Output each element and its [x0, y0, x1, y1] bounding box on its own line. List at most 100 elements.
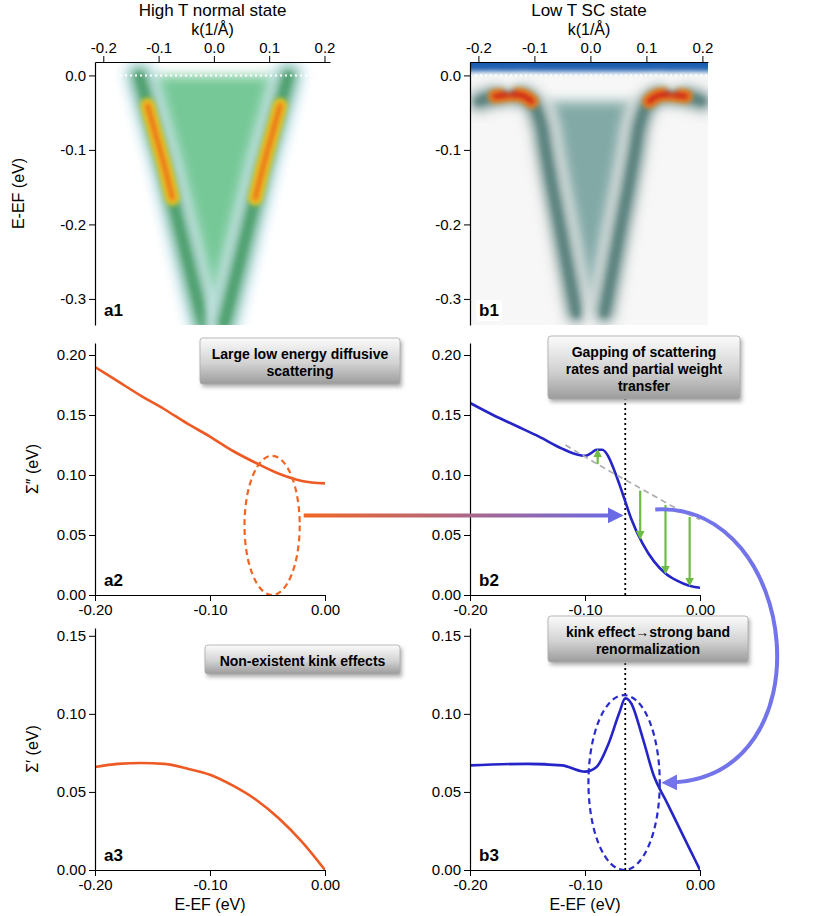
- tick: 0.0: [580, 39, 601, 62]
- panel-letter-group: b2: [476, 570, 502, 591]
- x-axis: -0.2-0.10.00.10.2: [91, 39, 336, 63]
- tick-label: 0.05: [57, 526, 86, 543]
- tick-label: 0.0: [65, 67, 86, 84]
- tick: 0.00: [686, 870, 715, 893]
- tick-label: 0.05: [57, 783, 86, 800]
- tick: 0.1: [259, 39, 280, 62]
- band-core: [604, 94, 702, 314]
- annotation: kink effect→strong bandrenormalization: [548, 616, 750, 665]
- panel-letter: a2: [104, 571, 123, 590]
- tick: 0.15: [57, 406, 95, 423]
- tick-mark: [89, 792, 95, 793]
- tick: 0.00: [432, 586, 470, 603]
- x-axis-title: E-EF (eV): [174, 896, 245, 913]
- tick: -0.10: [568, 870, 602, 893]
- x-axis: -0.20-0.100.00: [78, 870, 340, 893]
- y-axis: 0.000.050.100.15: [432, 627, 471, 878]
- axis-line: [95, 344, 96, 596]
- tick: -0.2: [91, 39, 117, 62]
- axis-line: [470, 629, 471, 871]
- band-hot-core: [495, 94, 531, 101]
- annotation: Large low energy diffusivescattering: [200, 338, 402, 387]
- x-axis: -0.2-0.10.00.10.2: [466, 39, 713, 63]
- tick: -0.10: [193, 870, 227, 893]
- tick-mark: [478, 56, 479, 62]
- panel-letter-group: b1: [476, 300, 502, 321]
- figure-container: -0.2 -0.1 0.0 0.1 0.2 0.0-0.1-0.2-0.3 k(1/Å) E-…: [0, 0, 823, 916]
- tick-label: 0.05: [432, 783, 461, 800]
- tick-label: 0.0: [440, 67, 461, 84]
- annotation-box: [548, 336, 740, 399]
- panel-letter: b1: [479, 301, 499, 320]
- tick-label: 0.00: [311, 876, 340, 893]
- tick-mark: [464, 475, 470, 476]
- tick: 0.20: [57, 346, 95, 363]
- shift-arrow: [664, 505, 666, 571]
- band-hot-core: [255, 105, 280, 198]
- tick-mark: [324, 56, 325, 62]
- column-title: Low T SC state: [531, 1, 647, 20]
- tick-mark: [89, 535, 95, 536]
- shift-arrow: [639, 491, 641, 537]
- band-hot-glow: [255, 105, 280, 198]
- tick: 0.05: [432, 526, 470, 543]
- above-fermi-band: [470, 62, 708, 71]
- tick: 0.10: [57, 466, 95, 483]
- tick: -0.3: [60, 290, 95, 307]
- tick-mark: [159, 56, 160, 62]
- band-glow: [224, 75, 289, 325]
- figure: -0.2 -0.1 0.0 0.1 0.2 0.0-0.1-0.2-0.3 k(1/Å) E-…: [0, 0, 823, 916]
- tick-mark: [89, 355, 95, 356]
- tick: 0.10: [432, 705, 470, 722]
- tick: 0.00: [311, 870, 340, 893]
- x-axis-title: k(1/Å): [191, 20, 234, 38]
- panel-letter-patch: [101, 300, 126, 321]
- series-line: [565, 445, 700, 519]
- tick-label: 0.0: [204, 39, 225, 56]
- curved-arrow: [655, 509, 777, 782]
- tick-label: 0.2: [692, 39, 713, 56]
- column-title: High T normal state: [139, 1, 287, 20]
- axis-line: [95, 63, 96, 326]
- x-axis-title: k(1/Å): [568, 20, 611, 38]
- plot-lines: [470, 698, 700, 870]
- panel-letter-group: b3: [476, 845, 502, 866]
- shift-arrow: [689, 517, 691, 583]
- tick-mark: [89, 75, 95, 76]
- annotation-text: Large low energy diffusivescattering: [212, 346, 389, 379]
- band-halo: [604, 94, 702, 314]
- tick-mark: [464, 355, 470, 356]
- annotation-line: renormalization: [596, 641, 700, 657]
- panel-letter: b2: [479, 571, 499, 590]
- tick-mark: [464, 595, 470, 596]
- tick-label: -0.1: [522, 39, 548, 56]
- band-glow: [604, 94, 702, 314]
- tick-label: -0.1: [146, 39, 172, 56]
- tick-label: 0.15: [57, 627, 86, 644]
- tick-label: -0.3: [435, 290, 461, 307]
- panel-letter: a3: [104, 846, 123, 865]
- tick-label: 0.00: [686, 876, 715, 893]
- tick-label: -0.10: [193, 876, 227, 893]
- tick-label: 0.15: [432, 627, 461, 644]
- annotation-text: kink effect→strong bandrenormalization: [566, 624, 730, 657]
- highlight-ellipse: [588, 695, 659, 870]
- tick-label: -0.3: [60, 290, 86, 307]
- tick-mark: [89, 870, 95, 871]
- panel-letter-patch: [476, 570, 502, 591]
- tick: 0.00: [57, 586, 95, 603]
- y-axis: 0.0-0.1-0.2-0.3: [60, 63, 95, 326]
- annotation-box: [205, 645, 400, 674]
- tick-label: 0.00: [57, 861, 86, 878]
- band-hot-core: [649, 94, 685, 101]
- transfer-arrow: [304, 513, 618, 517]
- tick-mark: [464, 714, 470, 715]
- plot-lines: [95, 763, 325, 870]
- highlight-ellipse: [245, 456, 300, 595]
- band-core: [478, 94, 576, 314]
- fermi-level-line: [470, 74, 708, 76]
- tick-label: -0.10: [568, 876, 602, 893]
- tick-mark: [89, 415, 95, 416]
- x-axis: -0.20-0.100.00: [78, 595, 340, 618]
- tick: 0.10: [432, 466, 470, 483]
